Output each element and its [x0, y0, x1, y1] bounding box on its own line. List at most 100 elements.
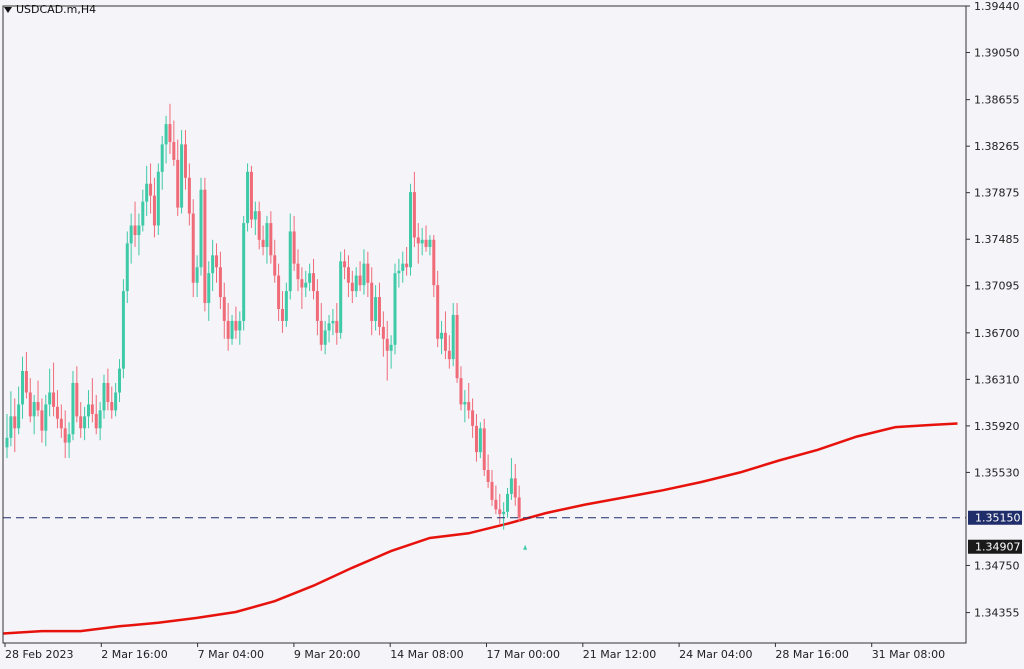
- candle: [118, 359, 122, 403]
- candle-body: [269, 223, 273, 256]
- candle-body: [172, 141, 176, 160]
- candle: [52, 362, 56, 417]
- candle: [277, 263, 281, 321]
- candle: [409, 183, 413, 276]
- candle: [498, 493, 502, 524]
- candle: [327, 314, 331, 343]
- y-tick-label: 1.39050: [974, 47, 1020, 60]
- candle: [440, 320, 444, 355]
- symbol-label: USDCAD.m,H4: [16, 3, 97, 16]
- candle-body: [246, 171, 250, 224]
- candle: [257, 201, 261, 250]
- candle-body: [312, 273, 316, 292]
- candle-body: [5, 437, 9, 448]
- candle-body: [502, 511, 506, 515]
- candle-body: [498, 509, 502, 515]
- candle-body: [381, 326, 385, 339]
- y-tick-label: 1.38265: [974, 140, 1020, 153]
- candle: [269, 211, 273, 264]
- candle-body: [405, 263, 409, 268]
- candle-body: [199, 189, 203, 268]
- candle: [28, 378, 32, 423]
- candle-body: [137, 225, 141, 236]
- candle-body: [90, 404, 94, 414]
- candle-body: [36, 402, 40, 411]
- candle-body: [211, 255, 215, 274]
- candle-body: [393, 273, 397, 345]
- candle-body: [315, 291, 319, 321]
- candle: [211, 239, 215, 292]
- x-tick-label: 7 Mar 04:00: [198, 648, 264, 661]
- x-tick-label: 9 Mar 20:00: [294, 648, 360, 661]
- candle: [296, 249, 300, 292]
- candle-body: [21, 371, 25, 405]
- candle-body: [459, 378, 463, 405]
- y-tick-label: 1.39440: [974, 0, 1020, 13]
- candle-body: [397, 270, 401, 274]
- candle-body: [455, 314, 459, 379]
- candle-body: [183, 144, 187, 178]
- candle: [230, 314, 234, 345]
- candle: [385, 320, 389, 381]
- candle: [180, 130, 184, 214]
- x-tick-label: 28 Feb 2023: [5, 648, 73, 661]
- candle-body: [215, 255, 219, 268]
- candle-body: [83, 416, 87, 429]
- candle: [494, 485, 498, 515]
- candle: [137, 213, 141, 256]
- candle-body: [490, 481, 494, 500]
- candle: [253, 201, 257, 236]
- y-tick-label: 1.37875: [974, 187, 1020, 200]
- moving-average-line: [2, 422, 958, 635]
- candle-body: [141, 201, 145, 226]
- candle-body: [471, 410, 475, 426]
- candle-body: [443, 332, 447, 351]
- symbol-dropdown-icon[interactable]: [4, 6, 12, 13]
- candle-body: [440, 332, 444, 339]
- candle-body: [288, 231, 292, 292]
- candle-body: [300, 279, 304, 288]
- candle: [67, 422, 71, 459]
- candle-body: [509, 478, 513, 494]
- candle: [168, 103, 172, 154]
- candle: [308, 263, 312, 292]
- candle: [98, 402, 102, 441]
- symbol-header[interactable]: USDCAD.m,H4: [4, 3, 96, 16]
- candle-body: [32, 402, 36, 417]
- y-tick-label: 1.35920: [974, 420, 1020, 433]
- candle: [195, 255, 199, 298]
- candle-body: [319, 320, 323, 345]
- candle: [509, 458, 513, 500]
- candle: [40, 398, 44, 443]
- candle-body: [67, 434, 71, 443]
- candle-body: [277, 275, 281, 309]
- candle: [59, 404, 63, 438]
- candle-body: [323, 330, 327, 345]
- candle: [218, 251, 222, 309]
- candle-body: [114, 392, 118, 411]
- candle: [354, 267, 358, 298]
- candle-body: [133, 225, 137, 236]
- candle-body: [191, 213, 195, 283]
- candle: [513, 464, 517, 506]
- candle-body: [242, 223, 246, 321]
- candle-body: [145, 183, 149, 202]
- candle-body: [118, 368, 122, 393]
- candle: [261, 225, 265, 256]
- y-tick-label: 1.37095: [974, 280, 1020, 293]
- candle: [451, 303, 455, 367]
- candle-body: [412, 192, 416, 238]
- candle-body: [374, 297, 378, 321]
- candle: [319, 303, 323, 351]
- candle: [152, 177, 156, 238]
- candle: [160, 136, 164, 190]
- candle: [273, 239, 277, 283]
- candle-body: [249, 171, 253, 220]
- candle: [412, 171, 416, 247]
- candle: [502, 502, 506, 530]
- candle: [401, 251, 405, 283]
- candle: [393, 263, 397, 355]
- candle-body: [86, 404, 90, 417]
